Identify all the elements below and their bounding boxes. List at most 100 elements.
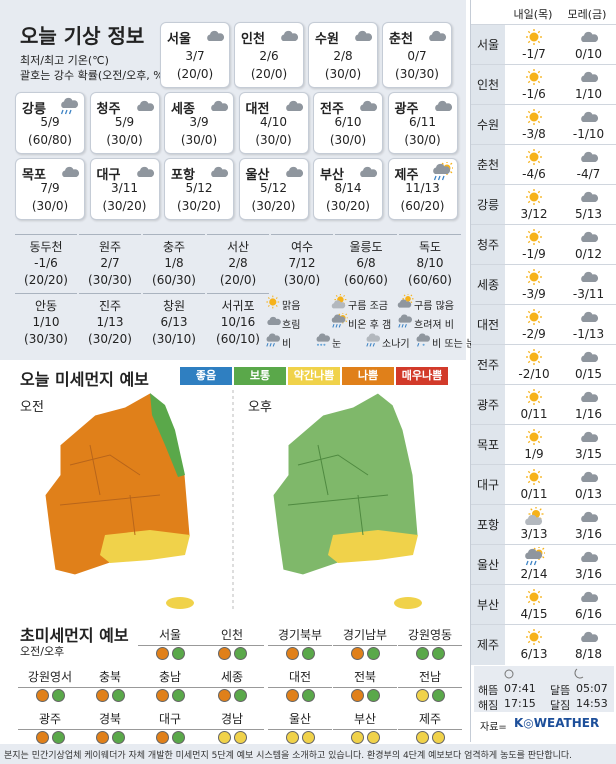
icon-part: [527, 320, 531, 324]
icon-part: [529, 112, 539, 122]
icon: [526, 589, 542, 605]
rain-chance: (30/0): [283, 273, 321, 287]
region-name: 서울: [138, 626, 202, 646]
dust-dot: [96, 731, 109, 744]
dust-dot: [112, 689, 125, 702]
temperature: 3/16: [575, 527, 602, 541]
icon-part: [527, 430, 531, 434]
icon: [581, 471, 599, 482]
icon: [581, 231, 599, 242]
icon-part: [410, 294, 413, 297]
icon-part: [266, 333, 281, 342]
icon-part: [285, 100, 303, 111]
outlook-row: 춘천 -4/6 -4/7: [471, 144, 616, 185]
weather-icon: [577, 427, 599, 451]
legend-label: 맑음: [282, 301, 301, 312]
small-city: 안동 1/10 (30/30): [15, 293, 77, 350]
icon-part: [537, 590, 541, 594]
map-borders: [59, 444, 161, 536]
icon-part: [581, 351, 599, 362]
map-label: 오전: [20, 400, 44, 415]
rain-chance: (30/30): [395, 67, 439, 81]
region-name: 광주: [18, 710, 82, 730]
dust-dot: [52, 731, 65, 744]
city-name: 청주: [471, 225, 505, 265]
region-name: 충북: [78, 668, 142, 688]
region: 광주: [18, 710, 82, 748]
icon: [60, 97, 79, 115]
icon-part: [527, 390, 531, 394]
icon: [355, 30, 373, 41]
icon: [285, 100, 303, 111]
region: 경남: [200, 710, 264, 748]
icon-part: [537, 230, 541, 234]
region: 강원영동: [398, 626, 462, 664]
region-name: 강원영서: [18, 668, 82, 688]
icon-part: [527, 400, 531, 404]
icon-part: [542, 556, 545, 559]
rain-chance: (20/0): [219, 273, 257, 287]
city-name: 수원: [471, 105, 505, 145]
rain-chance: (20/0): [176, 67, 214, 81]
icon: [526, 429, 542, 445]
temperature: 3/13: [520, 527, 548, 541]
weather-icon: [264, 332, 282, 351]
city-name: 서귀포: [221, 299, 255, 313]
dust-dot: [172, 689, 185, 702]
region-name: 경기북부: [268, 626, 332, 646]
icon: [526, 29, 542, 45]
city-name: 포항: [171, 168, 195, 183]
temperature: -4/6: [522, 167, 546, 181]
icon-part: [527, 640, 531, 644]
region: 경기남부: [333, 626, 397, 664]
temperature: 1/16: [575, 407, 602, 421]
icon-part: [434, 100, 452, 111]
temperature: -1/10: [572, 127, 605, 141]
icon: [211, 166, 229, 177]
city-name: 창원: [162, 299, 186, 313]
icon-part: [527, 310, 531, 314]
astro-time: 05:07: [576, 682, 608, 695]
dust-maps: [44, 390, 422, 610]
map-jeju: [166, 597, 194, 609]
map-label: 오후: [248, 400, 272, 415]
icon-part: [537, 120, 541, 124]
region: 제주: [398, 710, 462, 748]
icon-part: [529, 432, 539, 442]
legend-label: 비온 후 갬: [348, 320, 392, 331]
city-name: 제주: [394, 168, 419, 183]
dust-dot: [302, 731, 315, 744]
icon-part: [527, 200, 531, 204]
icon-part: [422, 343, 425, 346]
icon-part: [366, 343, 369, 347]
icon: [331, 293, 347, 309]
icon-part: [62, 166, 80, 177]
icon-part: [537, 150, 541, 154]
icon-part: [267, 316, 281, 325]
icon-part: [537, 360, 541, 364]
weather-icon: [577, 547, 599, 571]
level-chip: 좋음: [180, 367, 232, 385]
icon: [581, 311, 599, 322]
icon-part: [316, 333, 331, 342]
temperature: 1/9: [524, 447, 544, 461]
icon-part: [537, 310, 541, 314]
weather-icon: [577, 307, 599, 331]
icon-part: [581, 31, 599, 42]
note: 최저/최고 기온(℃): [20, 54, 109, 67]
icon-part: [537, 280, 541, 284]
temperature: 3/7: [185, 49, 205, 63]
icon-part: [537, 400, 541, 404]
astro-label: 달짐: [550, 699, 571, 712]
icon: [211, 100, 229, 111]
region: 인천: [200, 626, 264, 664]
city-card: 춘천 0/7 (30/30): [382, 22, 452, 88]
icon-part: [64, 109, 68, 115]
region-name: 강원영동: [398, 626, 462, 646]
outlook-row: 수원 -3/8 -1/10: [471, 104, 616, 145]
icon-part: [581, 111, 599, 122]
weather-icon: [577, 187, 599, 211]
region-name: 전남: [398, 668, 462, 688]
icon-part: [537, 350, 541, 354]
dust-dot: [172, 731, 185, 744]
